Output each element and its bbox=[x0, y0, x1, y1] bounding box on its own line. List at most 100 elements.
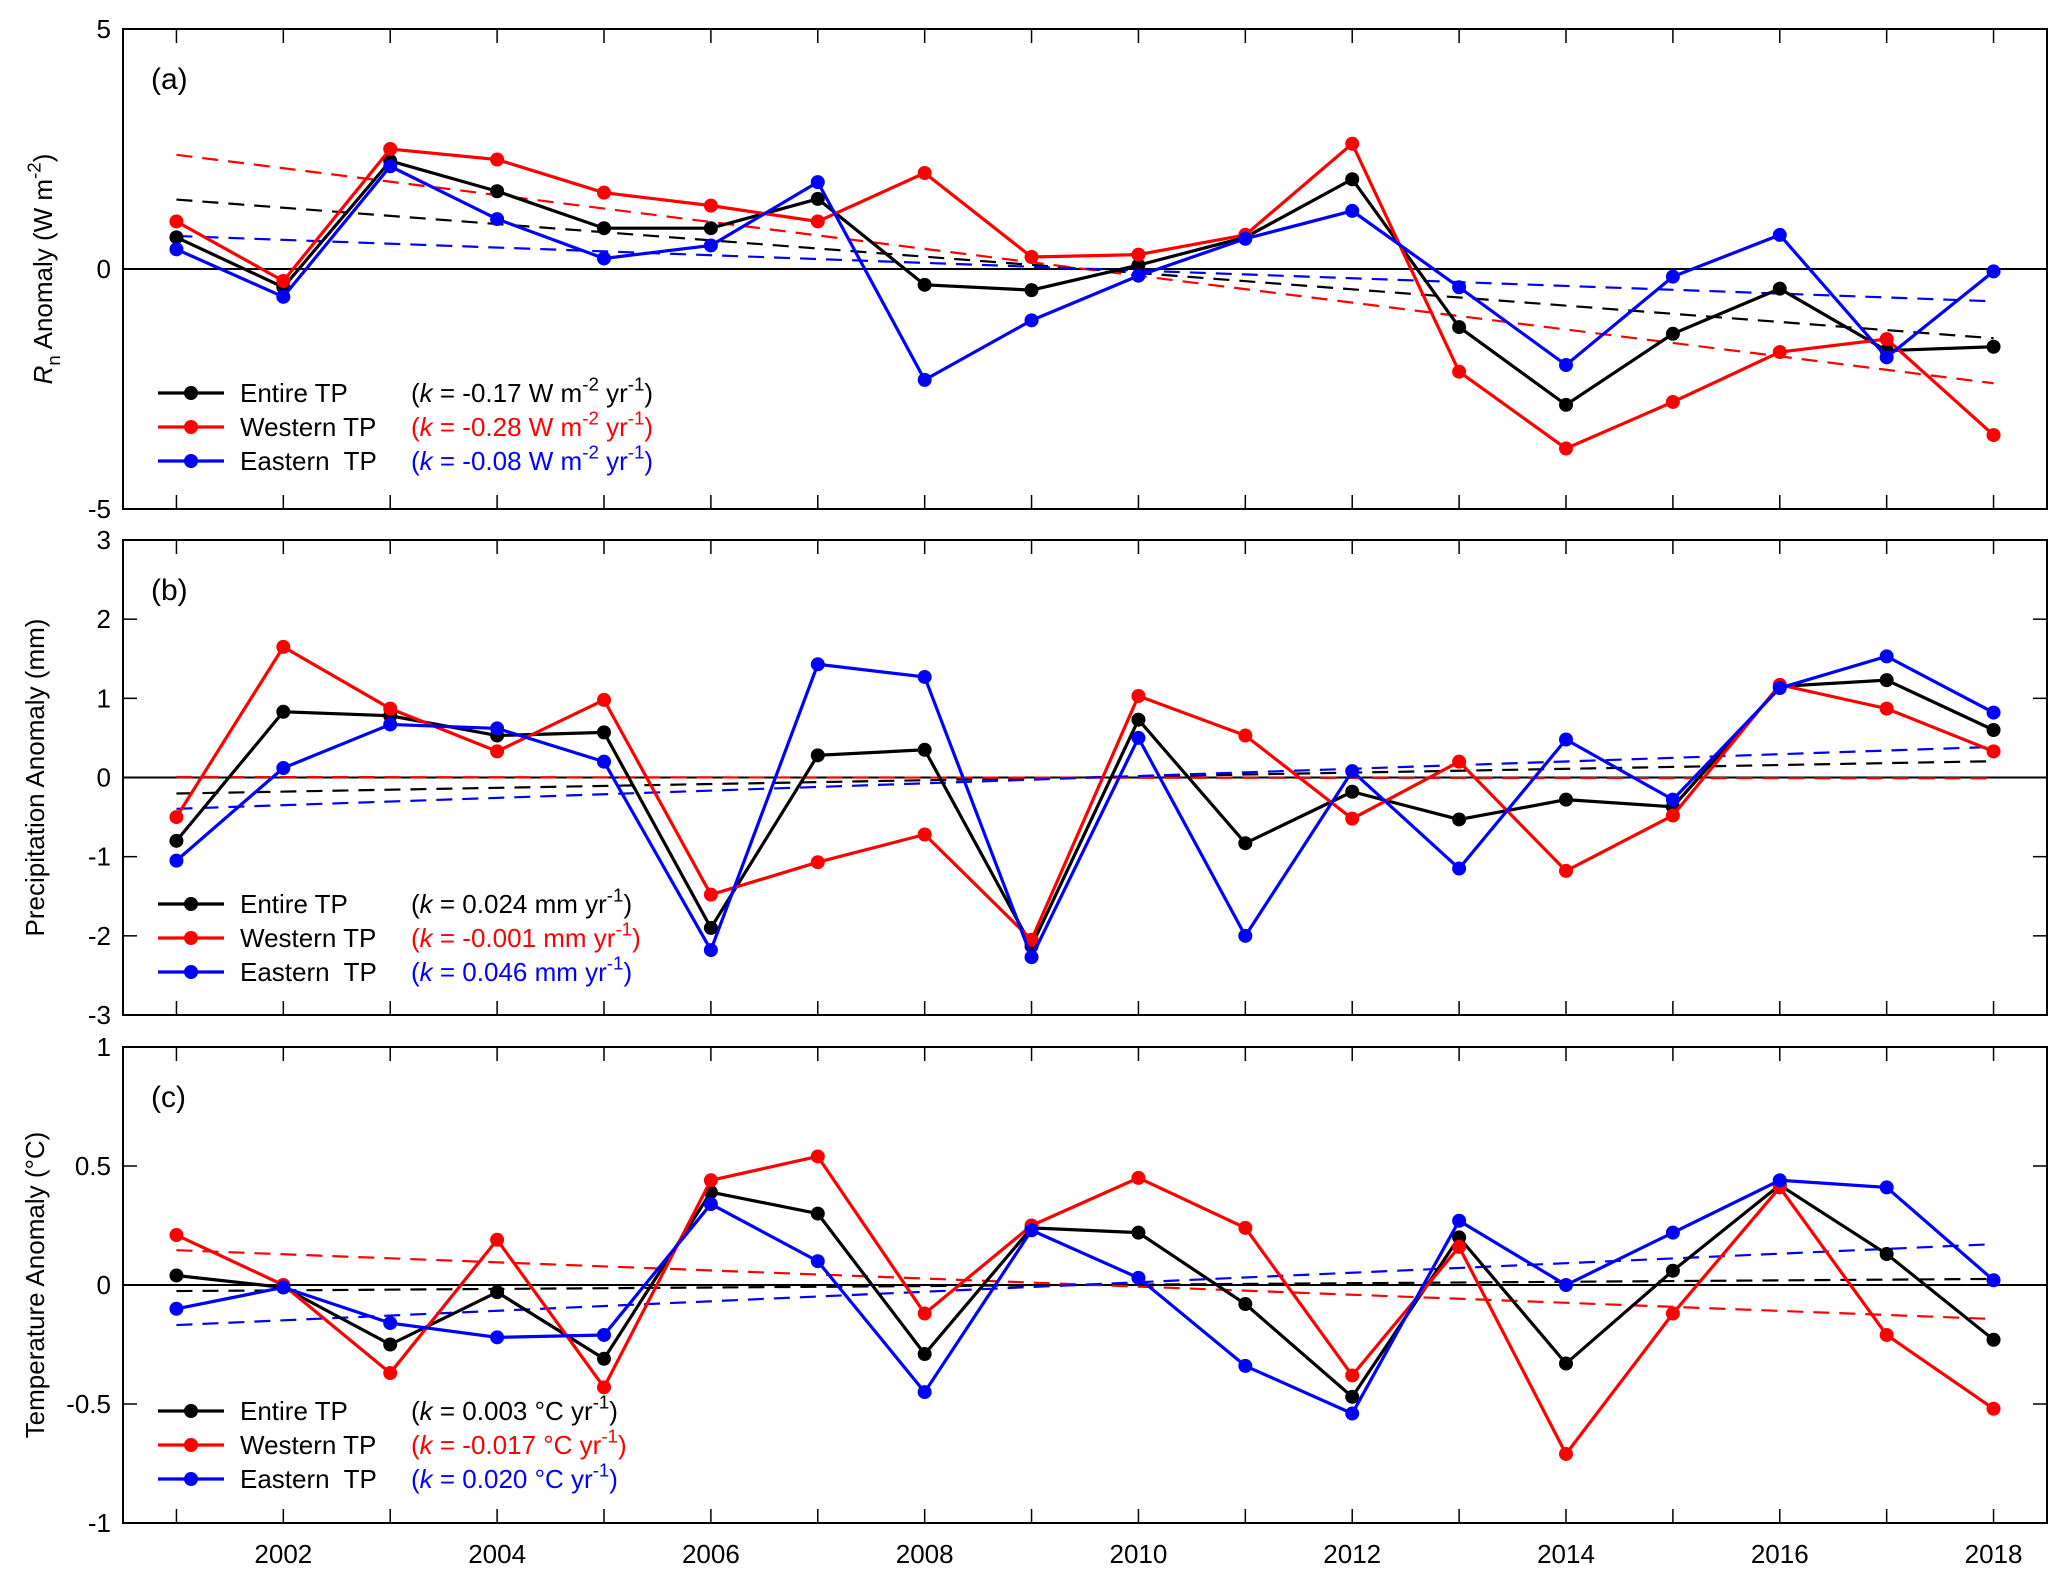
data-point-entire bbox=[917, 1347, 932, 1362]
data-point-entire bbox=[810, 191, 825, 206]
data-point-western bbox=[383, 142, 398, 156]
y-tick-label: 2 bbox=[97, 604, 111, 634]
data-point-eastern bbox=[917, 1385, 932, 1400]
data-point-western bbox=[703, 1173, 718, 1188]
y-tick-label: 0 bbox=[97, 763, 111, 793]
data-point-eastern bbox=[1131, 730, 1146, 745]
data-point-western bbox=[1559, 1446, 1573, 1461]
legend-trend-eastern: (k = 0.046 mm yr-1) bbox=[411, 952, 632, 987]
data-point-western bbox=[597, 185, 611, 200]
data-point-eastern bbox=[1452, 861, 1467, 876]
y-tick-label: -5 bbox=[88, 494, 111, 524]
y-tick-label: 1 bbox=[97, 683, 111, 713]
series-line-western bbox=[175, 1154, 1995, 1457]
plot-frame bbox=[122, 1046, 2048, 1524]
series-line-eastern bbox=[175, 164, 1995, 383]
data-point-western bbox=[1986, 744, 2001, 759]
trend-line-eastern bbox=[176, 745, 1994, 810]
data-point-western bbox=[169, 810, 184, 825]
legend-trend-entire: (k = 0.003 °C yr-1) bbox=[411, 1391, 618, 1426]
y-tick-label: 3 bbox=[97, 525, 111, 555]
data-point-western bbox=[1879, 701, 1894, 716]
data-point-eastern bbox=[597, 1327, 611, 1342]
data-point-western bbox=[1986, 428, 2001, 443]
y-tick-label: -0.5 bbox=[66, 1389, 111, 1419]
data-point-eastern bbox=[276, 289, 291, 304]
data-point-western bbox=[1665, 808, 1680, 823]
data-point-entire bbox=[810, 1206, 825, 1221]
data-point-eastern bbox=[1238, 928, 1253, 943]
data-point-eastern bbox=[597, 251, 611, 266]
data-point-eastern bbox=[1131, 1270, 1146, 1285]
data-point-western bbox=[810, 1149, 825, 1164]
data-point-western bbox=[490, 152, 505, 167]
data-point-eastern bbox=[810, 657, 825, 672]
data-point-entire bbox=[1131, 712, 1146, 727]
data-point-western bbox=[1879, 1327, 1894, 1342]
data-point-western bbox=[1879, 332, 1894, 347]
data-point-eastern bbox=[1024, 313, 1039, 328]
y-tick-label: -2 bbox=[88, 921, 111, 951]
data-point-western bbox=[490, 1232, 505, 1247]
data-point-entire bbox=[1559, 792, 1573, 807]
trend-line-eastern bbox=[176, 234, 1994, 303]
data-point-entire bbox=[1879, 1247, 1894, 1262]
data-point-entire bbox=[597, 221, 611, 236]
legend-trend-western: (k = -0.017 °C yr-1) bbox=[411, 1425, 627, 1460]
data-point-eastern bbox=[383, 717, 398, 732]
data-point-western bbox=[1452, 754, 1467, 769]
y-tick-label: 1 bbox=[97, 1032, 111, 1062]
data-point-eastern bbox=[1986, 1273, 2001, 1288]
data-point-entire bbox=[1772, 281, 1787, 296]
legend-label-western: Western TP bbox=[240, 923, 376, 953]
data-point-eastern bbox=[490, 212, 505, 227]
panel-label: (c) bbox=[151, 1081, 186, 1114]
data-point-western bbox=[917, 827, 932, 842]
legend-marker-entire bbox=[184, 897, 198, 911]
panel-label: (a) bbox=[151, 63, 188, 96]
data-point-eastern bbox=[917, 669, 932, 684]
data-point-eastern bbox=[1772, 681, 1787, 696]
data-point-western bbox=[1345, 136, 1360, 151]
data-point-western bbox=[810, 855, 825, 870]
legend-label-western: Western TP bbox=[240, 1430, 376, 1460]
legend-marker-western bbox=[184, 420, 198, 434]
data-point-entire bbox=[169, 230, 184, 245]
data-point-entire bbox=[1024, 283, 1039, 298]
series-line-entire bbox=[176, 1183, 1995, 1400]
data-point-entire bbox=[597, 725, 611, 740]
data-point-western bbox=[597, 1380, 611, 1395]
data-point-entire bbox=[1345, 784, 1360, 799]
data-point-western bbox=[917, 166, 932, 180]
data-point-eastern bbox=[276, 1280, 291, 1295]
legend-label-eastern: Eastern TP bbox=[240, 446, 377, 476]
data-point-eastern bbox=[169, 853, 184, 868]
data-point-western bbox=[1024, 250, 1039, 264]
series-line-eastern bbox=[176, 1178, 1995, 1416]
legend-marker-western bbox=[184, 1438, 198, 1452]
data-point-western bbox=[1024, 932, 1039, 947]
data-point-western bbox=[597, 692, 611, 707]
data-point-western bbox=[490, 744, 505, 759]
series-line-western bbox=[175, 644, 1995, 943]
data-point-eastern bbox=[1772, 227, 1787, 242]
y-axis-label: Temperature Anomaly (°C) bbox=[20, 1132, 50, 1439]
data-point-entire bbox=[1238, 1297, 1253, 1312]
data-point-eastern bbox=[1238, 1358, 1253, 1373]
data-point-eastern bbox=[169, 242, 184, 257]
data-point-eastern bbox=[383, 159, 398, 174]
data-point-eastern bbox=[703, 238, 718, 253]
data-point-entire bbox=[597, 1351, 611, 1366]
panel-a: -5 0 5 Rn Anomaly (W m-2) (a) Entire TP (k = -… bbox=[23, 14, 2048, 524]
x-tick-label: 2016 bbox=[1751, 1539, 1809, 1569]
data-point-eastern bbox=[1345, 764, 1360, 779]
data-point-eastern bbox=[1665, 792, 1680, 807]
data-point-eastern bbox=[1024, 1223, 1039, 1238]
x-tick-label: 2006 bbox=[682, 1539, 740, 1569]
data-point-western bbox=[1559, 441, 1573, 456]
y-tick-label: 5 bbox=[97, 14, 111, 44]
data-point-western bbox=[1238, 728, 1253, 743]
data-point-eastern bbox=[1665, 269, 1680, 284]
data-point-western bbox=[1238, 1220, 1253, 1235]
